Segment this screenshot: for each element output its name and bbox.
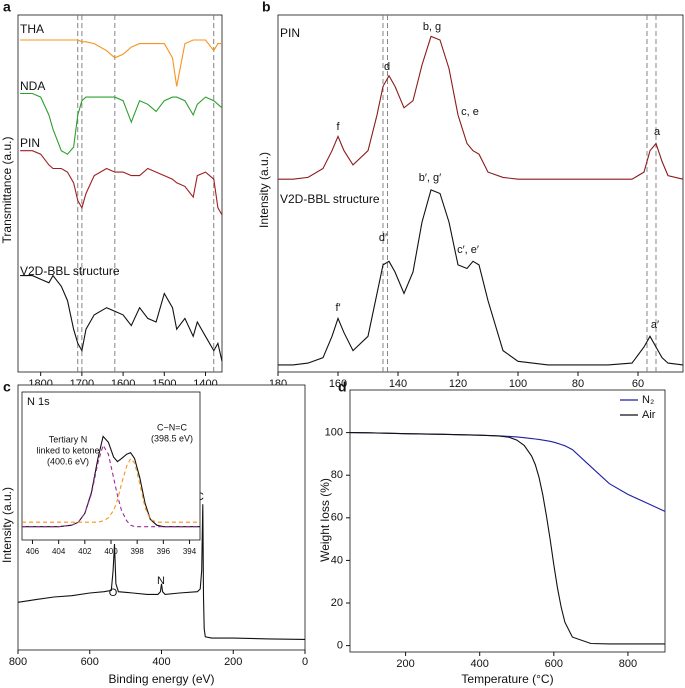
series-line [20, 274, 223, 362]
y-tick-label: 100 [325, 427, 343, 439]
annotation: a [654, 126, 661, 138]
annotation: f′ [335, 302, 340, 314]
series-line [278, 189, 684, 366]
x-tick-label: 600 [545, 658, 563, 670]
x-tick-label: 160 [329, 378, 347, 390]
series-line [20, 39, 222, 87]
x-axis-label: Binding energy (eV) [108, 672, 214, 686]
x-tick-label: 200 [396, 658, 414, 670]
inset-annotation: Tertiary N [49, 434, 88, 444]
y-axis-label: Weight loss (%) [318, 478, 332, 562]
x-tick-label: 400 [104, 547, 118, 556]
inset-annotation: (398.5 eV) [151, 433, 193, 443]
x-tick-label: 400 [152, 656, 170, 668]
series-label: V2D-BBL structure [280, 192, 380, 206]
y-axis-label: Intensity (a.u.) [257, 152, 271, 228]
y-tick-label: 80 [331, 469, 343, 481]
y-axis-label: Transmittance (a.u.) [0, 137, 14, 244]
x-tick-label: 400 [471, 658, 489, 670]
x-tick-label: 800 [619, 658, 637, 670]
y-tick-label: 20 [331, 597, 343, 609]
x-tick-label: 402 [78, 547, 92, 556]
inset-title: N 1s [27, 396, 50, 408]
series-line [22, 457, 200, 523]
annotation: a′ [651, 319, 659, 331]
plot-frame [277, 14, 684, 373]
annotation: c′, e′ [457, 244, 479, 256]
annotation: N [157, 575, 165, 587]
x-tick-label: 398 [130, 547, 144, 556]
series-line [22, 435, 200, 528]
inset-annotation: (400.6 eV) [47, 456, 89, 466]
panel-letter: a [3, 0, 11, 15]
y-tick-label: 40 [331, 554, 343, 566]
panel-letter: c [3, 379, 11, 395]
x-tick-label: 0 [302, 656, 308, 668]
annotation: d [384, 61, 390, 73]
x-tick-label: 200 [224, 656, 242, 668]
x-tick-label: 60 [632, 378, 644, 390]
annotation: d′ [379, 232, 387, 244]
x-tick-label: 406 [26, 547, 40, 556]
x-tick-label: 404 [52, 547, 66, 556]
y-tick-label: 0 [337, 640, 343, 652]
inset-annotation: linked to ketone [36, 445, 99, 455]
series-line [278, 35, 684, 180]
inset-annotation: C−N=C [157, 422, 188, 432]
x-tick-label: 100 [509, 378, 527, 390]
plot-frame [349, 389, 666, 653]
x-tick-label: 80 [572, 378, 584, 390]
legend-label: Air [642, 409, 656, 421]
x-tick-label: 140 [389, 378, 407, 390]
y-axis-label: Intensity (a.u.) [0, 487, 14, 563]
annotation: b′, g′ [419, 172, 441, 184]
legend-label: N₂ [642, 394, 654, 406]
x-axis-label: Temperature (°C) [461, 672, 553, 686]
series-label: V2D-BBL structure [20, 264, 120, 278]
panel-letter: d [338, 379, 347, 395]
y-tick-label: 60 [331, 512, 343, 524]
panel-letter: b [262, 0, 271, 15]
series-label: NDA [20, 79, 45, 93]
series-label: THA [20, 22, 44, 36]
x-tick-label: 394 [183, 547, 197, 556]
annotation: c, e [461, 106, 479, 118]
series-label: PIN [20, 136, 40, 150]
annotation: O [109, 587, 118, 599]
annotation: b, g [423, 21, 441, 33]
series-line [17, 504, 306, 640]
series-label: PIN [280, 26, 300, 40]
series-line [20, 150, 223, 216]
x-tick-label: 396 [157, 547, 171, 556]
x-tick-label: 800 [9, 656, 27, 668]
series-line [349, 432, 665, 645]
series-line [22, 443, 200, 528]
plot-frame [17, 14, 223, 373]
annotation: f [336, 121, 340, 133]
x-tick-label: 120 [449, 378, 467, 390]
series-line [20, 92, 223, 155]
x-tick-label: 600 [81, 656, 99, 668]
